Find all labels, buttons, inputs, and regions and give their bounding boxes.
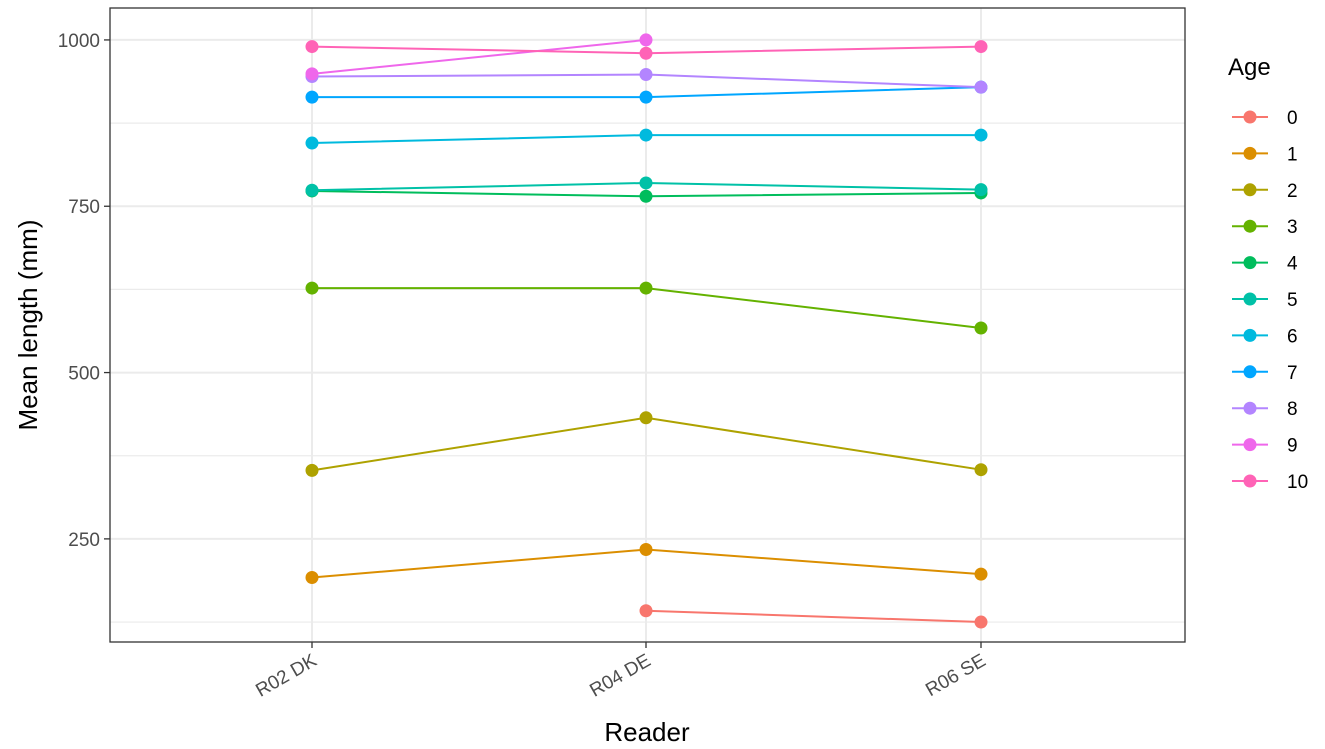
legend-label: 0 (1287, 108, 1298, 129)
legend-label: 2 (1287, 181, 1298, 202)
series-1 (305, 543, 988, 584)
legend-entry: 8 (1232, 399, 1298, 420)
series-6 (305, 128, 988, 150)
data-point (305, 67, 319, 81)
legend-entry: 6 (1232, 326, 1298, 347)
x-tick-label: R04 DE (586, 650, 654, 701)
legend-key-point (1243, 365, 1257, 379)
legend-label: 7 (1287, 363, 1298, 384)
legend-label: 1 (1287, 144, 1298, 165)
x-axis: R02 DK R04 DE R06 SE (252, 642, 990, 702)
data-point (639, 128, 653, 142)
data-point (974, 567, 988, 581)
legend-entry: 7 (1232, 363, 1298, 384)
legend-entry: 10 (1232, 472, 1308, 493)
legend-key-point (1243, 256, 1257, 270)
legend-key-point (1243, 328, 1257, 342)
series-2 (305, 411, 988, 477)
legend-key-point (1243, 219, 1257, 233)
legend-label: 10 (1287, 472, 1308, 493)
data-point (639, 604, 653, 618)
data-point (639, 68, 653, 82)
data-point (974, 463, 988, 477)
y-tick-label: 250 (68, 530, 100, 551)
legend-label: 9 (1287, 436, 1298, 457)
data-point (639, 46, 653, 60)
data-point (639, 281, 653, 295)
x-tick-label: R06 SE (922, 650, 989, 701)
legend-entry: 0 (1232, 108, 1298, 129)
legend-label: 5 (1287, 290, 1298, 311)
legend-entries: 0 1 2 3 4 5 6 7 8 9 10 (1232, 108, 1308, 493)
legend-key-point (1243, 146, 1257, 160)
series-line (645, 609, 982, 624)
data-point (974, 128, 988, 142)
legend-key-point (1243, 292, 1257, 306)
data-point (974, 321, 988, 335)
legend-entry: 2 (1232, 181, 1298, 202)
series-5 (305, 176, 988, 197)
data-point (639, 411, 653, 425)
data-point (305, 136, 319, 150)
data-point (974, 80, 988, 94)
data-point (305, 90, 319, 104)
x-axis-title: Reader (604, 717, 690, 747)
data-point (639, 33, 653, 47)
series-10 (305, 40, 988, 60)
data-point (639, 189, 653, 203)
y-axis: 250 500 750 1000 (58, 31, 110, 551)
data-point (639, 176, 653, 190)
legend-key-point (1243, 401, 1257, 415)
data-point (974, 183, 988, 197)
plot-panel-background (110, 8, 1185, 642)
legend-label: 6 (1287, 326, 1298, 347)
legend-entry: 9 (1232, 436, 1298, 457)
legend-key-point (1243, 474, 1257, 488)
data-point (974, 40, 988, 54)
legend-entry: 4 (1232, 254, 1298, 275)
data-point (305, 40, 319, 54)
y-axis-title: Mean length (mm) (13, 220, 43, 431)
x-tick-label: R02 DK (252, 650, 320, 702)
legend-title: Age (1228, 54, 1271, 81)
data-point (305, 570, 319, 584)
legend-label: 3 (1287, 217, 1298, 238)
y-tick-label: 750 (68, 197, 100, 218)
y-tick-label: 500 (68, 364, 100, 385)
legend-key-point (1243, 110, 1257, 124)
legend-label: 8 (1287, 399, 1298, 420)
data-point (305, 281, 319, 295)
series-line (311, 38, 647, 75)
legend-label: 4 (1287, 254, 1298, 275)
series-3 (305, 281, 988, 335)
legend-entry: 1 (1232, 144, 1298, 165)
data-point (974, 615, 988, 629)
legend-key-point (1243, 183, 1257, 197)
series-0 (639, 604, 988, 629)
legend: Age 0 1 2 3 4 5 6 7 8 9 10 (1228, 54, 1308, 493)
series-lines (305, 33, 988, 629)
legend-entry: 5 (1232, 290, 1298, 311)
series-9 (305, 33, 653, 81)
legend-entry: 3 (1232, 217, 1298, 238)
data-point (305, 183, 319, 197)
data-point (639, 90, 653, 104)
legend-key-point (1243, 438, 1257, 452)
plot-panel-border (109, 7, 1186, 643)
data-point (305, 463, 319, 477)
y-tick-label: 1000 (58, 31, 100, 52)
data-point (639, 543, 653, 557)
